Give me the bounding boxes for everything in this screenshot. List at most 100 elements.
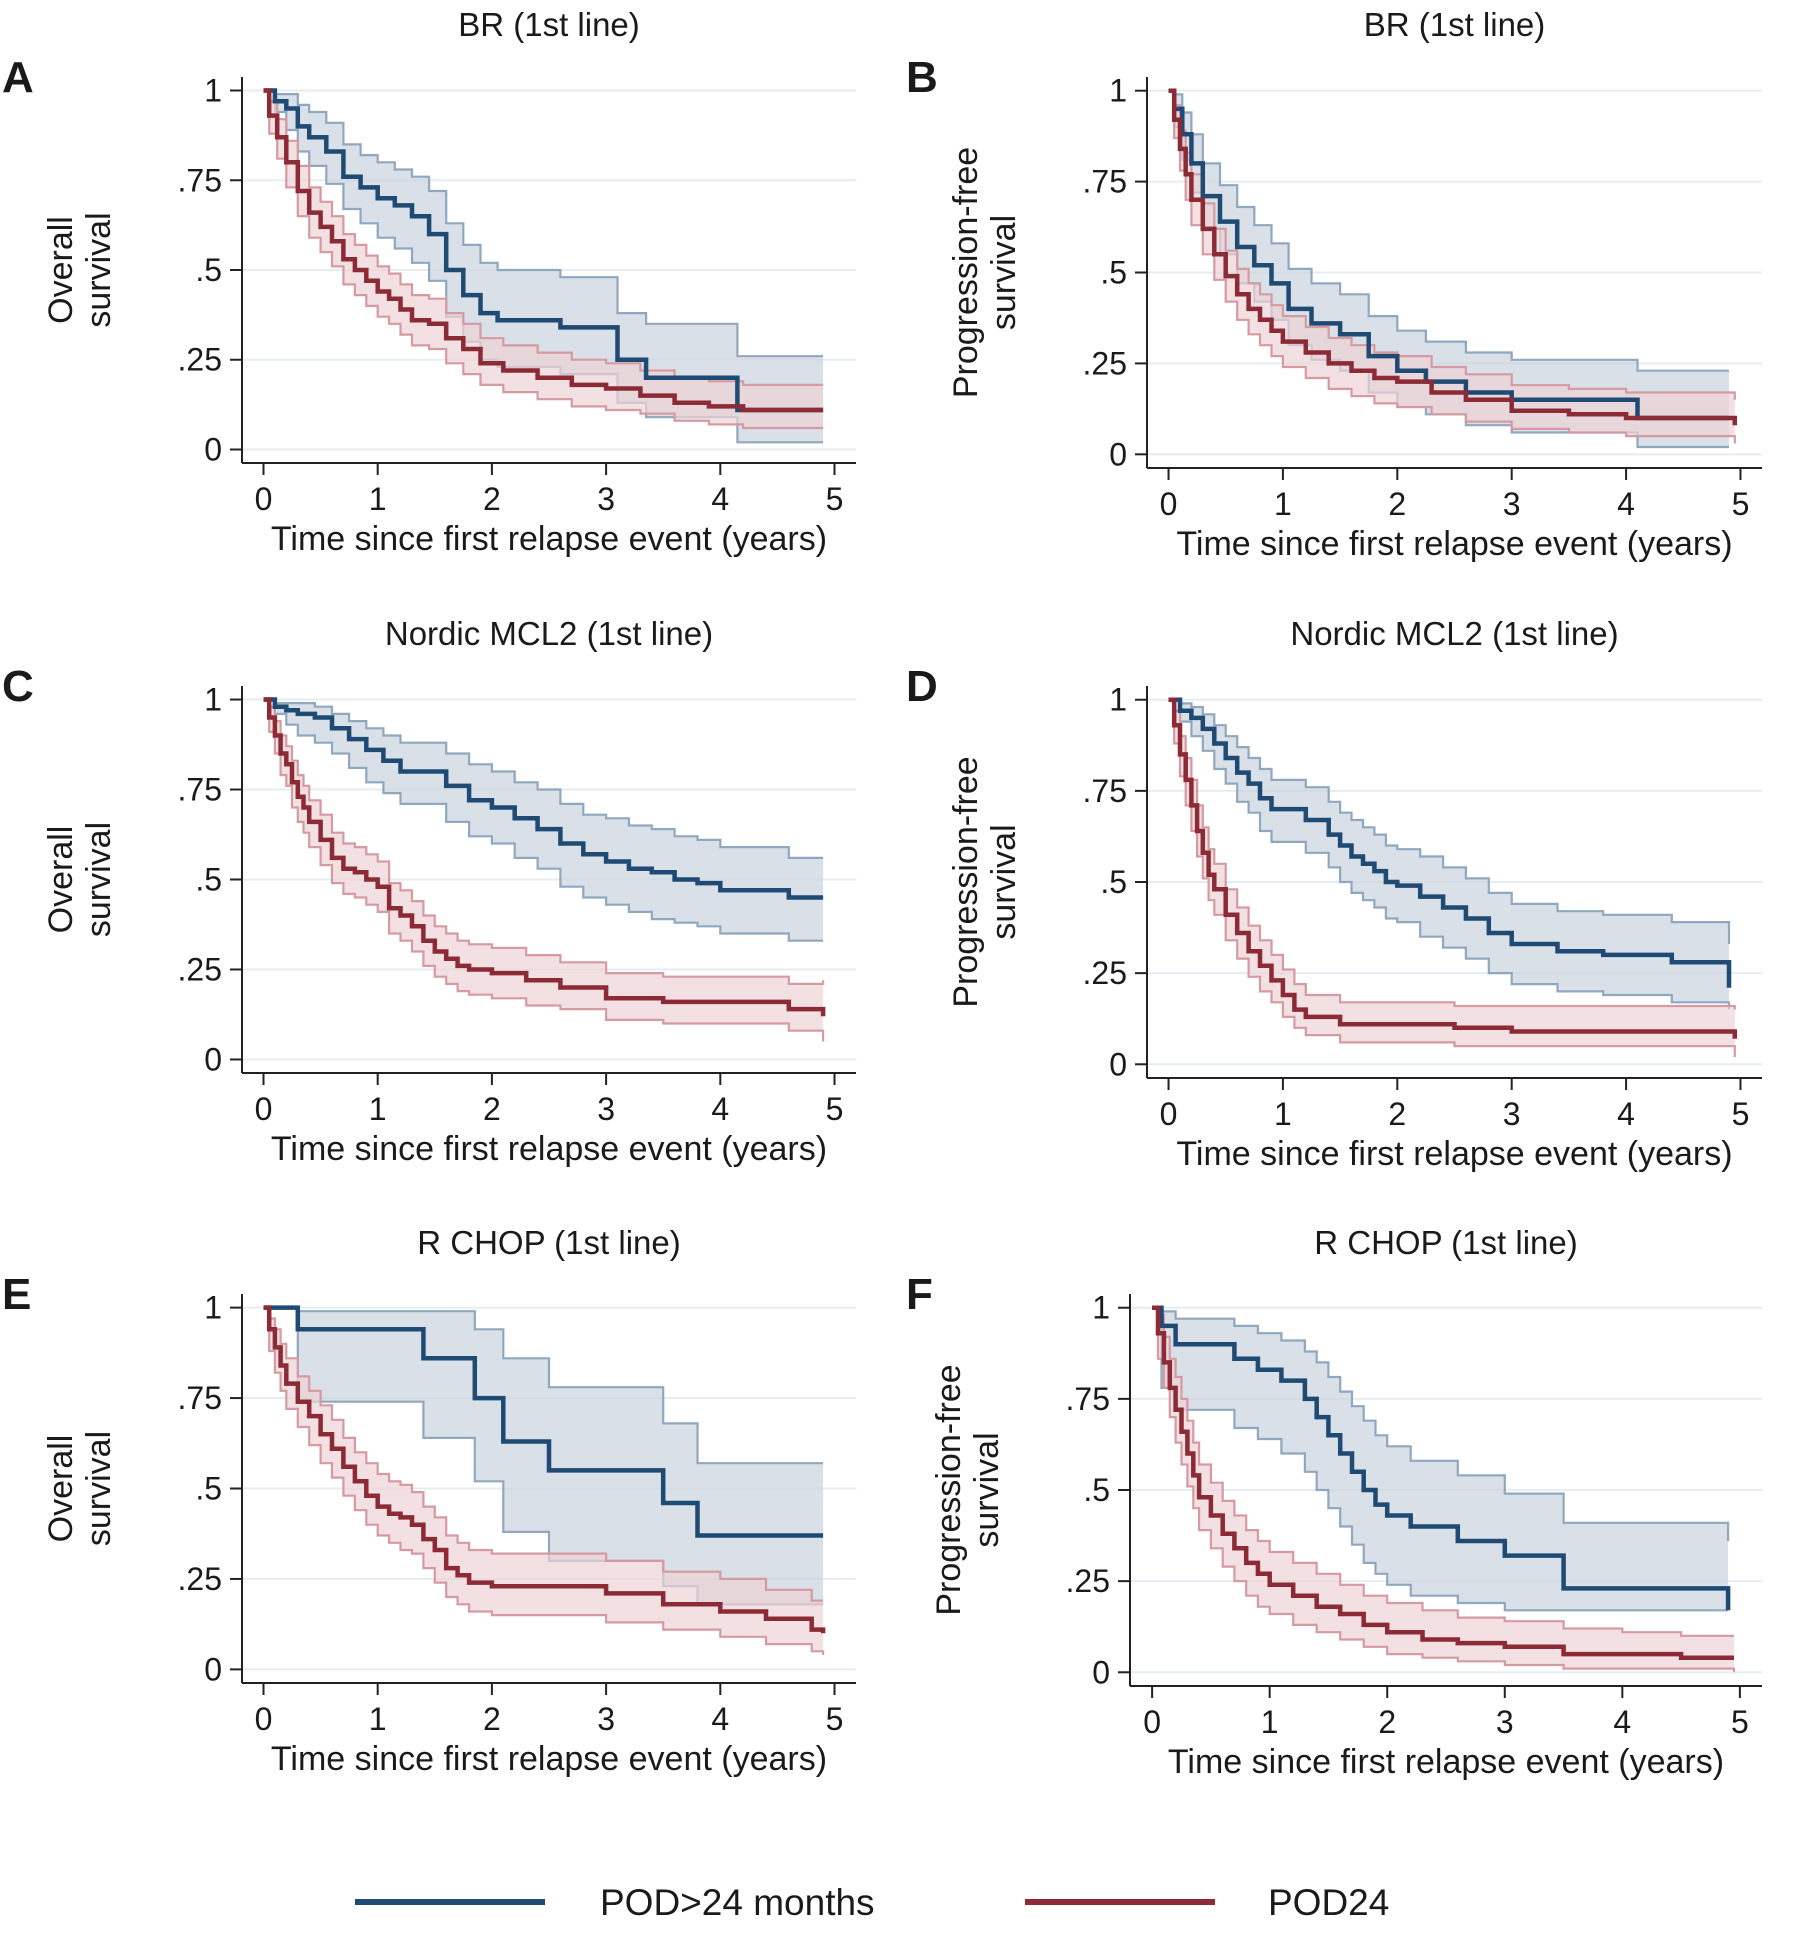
y-axis-label-line: Overall bbox=[42, 826, 80, 934]
chart-title: Nordic MCL2 (1st line) bbox=[1290, 615, 1618, 652]
y-tick-label: .25 bbox=[178, 342, 222, 378]
y-tick-label: 1 bbox=[204, 682, 222, 718]
x-tick-label: 5 bbox=[1732, 486, 1750, 522]
x-tick-label: 0 bbox=[1160, 486, 1178, 522]
x-tick-label: 0 bbox=[255, 1091, 273, 1127]
x-tick-label: 2 bbox=[483, 481, 501, 517]
x-tick-label: 3 bbox=[597, 1701, 615, 1737]
y-tick-label: .5 bbox=[1100, 864, 1127, 900]
x-tick-label: 4 bbox=[711, 481, 729, 517]
ci-upper-pod-gt24 bbox=[263, 89, 824, 358]
ci-band-pod-gt24 bbox=[1152, 1307, 1729, 1611]
ci-upper-pod-gt24 bbox=[263, 1306, 824, 1465]
ci-band-pod-gt24 bbox=[263, 90, 824, 443]
ci-lower-pod-gt24 bbox=[1152, 1306, 1729, 1612]
ci-band-pod24 bbox=[1152, 1307, 1734, 1673]
ci-band-pod-gt24 bbox=[1168, 699, 1729, 1010]
x-tick-label: 5 bbox=[1731, 1704, 1749, 1740]
x-tick-label: 0 bbox=[255, 481, 273, 517]
panel-f: 0 .25 .5 .75 1 0 1 2 3 4 5 R CHOP (1st line) F Time s… bbox=[906, 1224, 1762, 1781]
y-axis-label: Progression-freesurvival bbox=[947, 147, 1023, 398]
ci-upper-pod24 bbox=[1168, 698, 1736, 1010]
ci-upper-pod24 bbox=[263, 698, 825, 985]
y-axis-label: Progression-freesurvival bbox=[947, 756, 1023, 1007]
ci-lower-pod24 bbox=[1168, 698, 1736, 1057]
x-tick-label: 3 bbox=[597, 481, 615, 517]
x-tick-label: 3 bbox=[1503, 1096, 1521, 1132]
y-tick-label: .25 bbox=[1083, 345, 1127, 381]
x-tick-label: 1 bbox=[369, 481, 387, 517]
y-tick-label: 1 bbox=[1092, 1290, 1110, 1326]
y-axis-label-line: survival bbox=[968, 1432, 1006, 1547]
panel-letter: B bbox=[906, 53, 938, 102]
x-tick-label: 2 bbox=[1388, 486, 1406, 522]
ci-band-pod24 bbox=[1168, 90, 1735, 444]
chart-title: R CHOP (1st line) bbox=[417, 1224, 680, 1261]
x-tick-label: 3 bbox=[1496, 1704, 1514, 1740]
y-tick-label: .25 bbox=[1083, 955, 1127, 991]
legend-label-pod-gt24: POD>24 months bbox=[600, 1882, 875, 1923]
y-tick-label: .75 bbox=[1083, 773, 1127, 809]
survival-line-pod-gt24 bbox=[263, 88, 824, 413]
x-axis-label: Time since first relapse event (years) bbox=[271, 520, 827, 558]
x-tick-label: 2 bbox=[1388, 1096, 1406, 1132]
survival-line-pod-gt24 bbox=[1168, 697, 1732, 988]
panel-letter: D bbox=[906, 662, 938, 711]
survival-line-pod24 bbox=[263, 88, 824, 413]
ci-upper-pod24 bbox=[1168, 89, 1736, 400]
y-tick-label: 0 bbox=[204, 431, 222, 467]
ci-band-pod24 bbox=[1168, 699, 1735, 1057]
y-tick-label: .5 bbox=[195, 252, 222, 288]
y-tick-label: 0 bbox=[204, 1651, 222, 1687]
y-axis-label-line: Progression-free bbox=[947, 756, 985, 1007]
ci-lower-pod24 bbox=[1152, 1306, 1736, 1673]
panel-c: 0 .25 .5 .75 1 0 1 2 3 4 5 Nordic MCL2 (1st line) C T… bbox=[2, 615, 856, 1168]
chart-title: BR (1st line) bbox=[1364, 6, 1546, 43]
chart-title: Nordic MCL2 (1st line) bbox=[385, 615, 713, 652]
y-axis-label-line: survival bbox=[80, 822, 118, 937]
survival-line-pod24 bbox=[1168, 697, 1738, 1039]
y-tick-label: 1 bbox=[1109, 682, 1127, 718]
ci-lower-pod-gt24 bbox=[1168, 698, 1731, 1010]
ci-upper-pod-gt24 bbox=[263, 698, 824, 859]
y-axis-label-line: survival bbox=[985, 215, 1023, 330]
survival-line-pod24 bbox=[263, 697, 826, 1017]
ci-band-pod24 bbox=[263, 699, 824, 1042]
y-tick-label: .5 bbox=[195, 1471, 222, 1507]
y-axis-label-line: Overall bbox=[42, 216, 80, 324]
x-tick-label: 4 bbox=[1613, 1704, 1631, 1740]
survival-line-pod24 bbox=[1152, 1305, 1734, 1660]
y-tick-label: 0 bbox=[1109, 436, 1127, 472]
ci-upper-pod24 bbox=[263, 89, 824, 386]
x-tick-label: 3 bbox=[597, 1091, 615, 1127]
panels: 0 .25 .5 .75 1 0 1 2 3 4 5 BR (1st line) A Time since… bbox=[2, 6, 1762, 1781]
y-tick-label: .25 bbox=[178, 951, 222, 987]
chart-title: R CHOP (1st line) bbox=[1314, 1224, 1577, 1261]
ci-upper-pod24 bbox=[1152, 1306, 1734, 1637]
x-axis-label: Time since first relapse event (years) bbox=[271, 1740, 827, 1778]
y-tick-label: .75 bbox=[178, 162, 222, 198]
y-tick-label: 1 bbox=[1109, 73, 1127, 109]
y-tick-label: .75 bbox=[1066, 1381, 1110, 1417]
x-axis-label: Time since first relapse event (years) bbox=[1168, 1743, 1724, 1781]
x-tick-label: 4 bbox=[1617, 1096, 1635, 1132]
survival-line-pod-gt24 bbox=[263, 1305, 824, 1538]
x-tick-label: 0 bbox=[1143, 1704, 1161, 1740]
panel-d: 0 .25 .5 .75 1 0 1 2 3 4 5 Nordic MCL2 (1st line) D T… bbox=[906, 615, 1762, 1173]
x-tick-label: 1 bbox=[369, 1091, 387, 1127]
survival-line-pod-gt24 bbox=[263, 697, 824, 900]
y-tick-label: 0 bbox=[204, 1041, 222, 1077]
legend: POD>24 months POD24 bbox=[355, 1882, 1389, 1923]
x-tick-label: 1 bbox=[1274, 1096, 1292, 1132]
y-axis-label-line: survival bbox=[80, 1431, 118, 1546]
panel-letter: E bbox=[2, 1270, 31, 1319]
x-tick-label: 2 bbox=[1378, 1704, 1396, 1740]
y-axis-label: Overallsurvival bbox=[42, 1431, 118, 1546]
x-tick-label: 1 bbox=[1274, 486, 1292, 522]
y-tick-label: .75 bbox=[178, 1380, 222, 1416]
x-tick-label: 5 bbox=[1732, 1096, 1750, 1132]
ci-band-pod-gt24 bbox=[263, 1307, 824, 1605]
y-axis-label-line: Overall bbox=[42, 1435, 80, 1543]
x-axis-label: Time since first relapse event (years) bbox=[1176, 525, 1732, 563]
